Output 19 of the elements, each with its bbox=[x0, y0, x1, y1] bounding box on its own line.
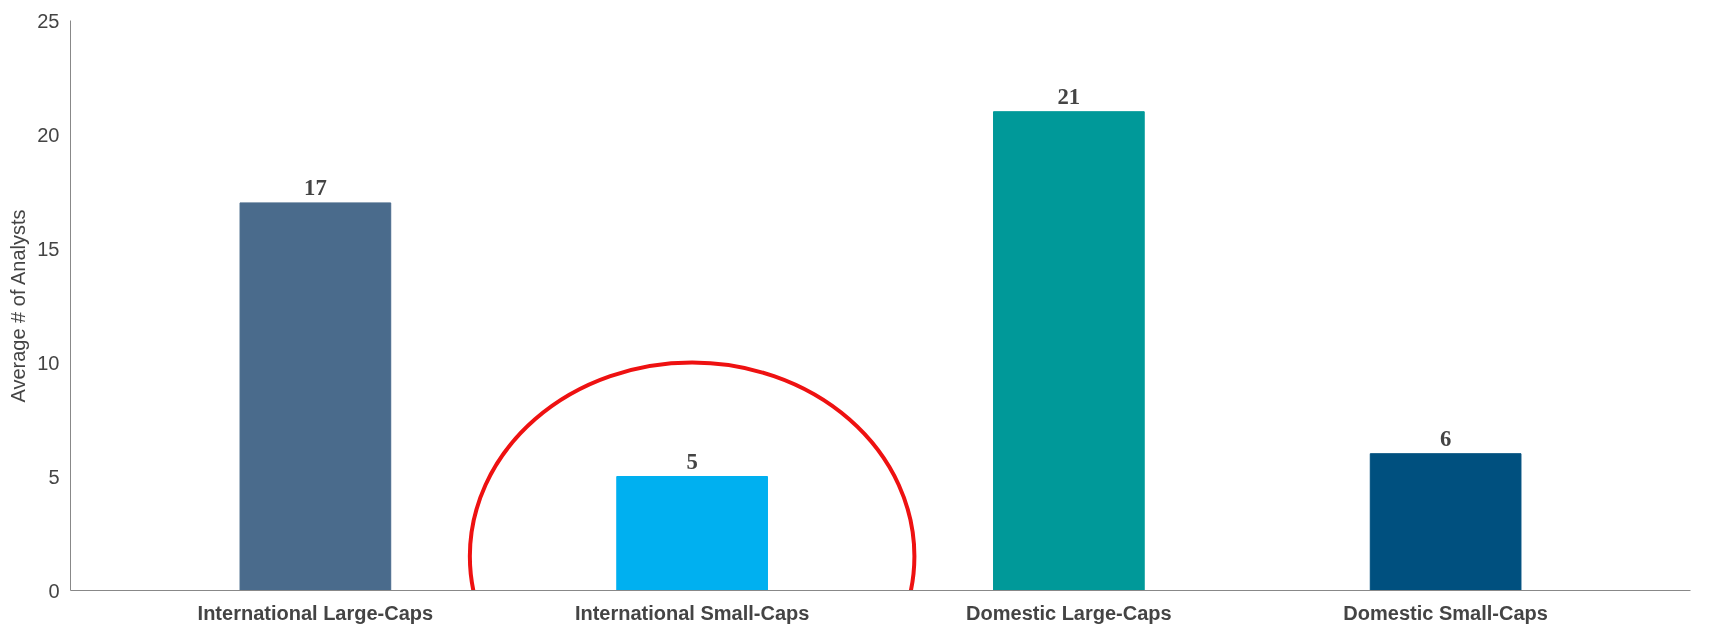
bar bbox=[616, 476, 768, 591]
y-tick-label: 0 bbox=[48, 579, 60, 602]
y-tick-label: 10 bbox=[37, 351, 60, 374]
data-label: 5 bbox=[686, 448, 698, 474]
data-label: 17 bbox=[304, 174, 327, 200]
bar bbox=[993, 111, 1145, 591]
y-tick-label: 5 bbox=[48, 465, 60, 488]
x-tick-label: International Large-Caps bbox=[197, 601, 434, 624]
y-tick-label: 15 bbox=[37, 237, 60, 260]
x-tick-label: Domestic Large-Caps bbox=[966, 601, 1172, 624]
data-label: 6 bbox=[1439, 425, 1452, 451]
bar bbox=[239, 202, 392, 591]
x-tick-label: Domestic Small-Caps bbox=[1343, 601, 1548, 624]
bar bbox=[1369, 453, 1522, 591]
data-label: 21 bbox=[1057, 83, 1081, 109]
y-tick-label: 25 bbox=[37, 9, 60, 32]
y-tick-label: 20 bbox=[37, 123, 60, 146]
x-tick-label: International Small-Caps bbox=[574, 601, 810, 624]
y-axis-title: Average # of Analysts bbox=[7, 209, 30, 403]
